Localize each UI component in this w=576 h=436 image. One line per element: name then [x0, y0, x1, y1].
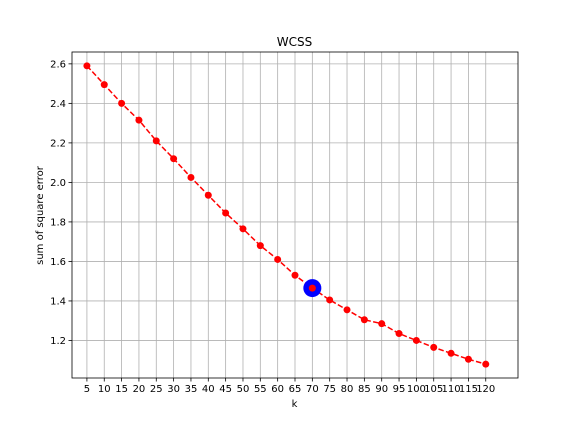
x-tick-label: 110 [442, 384, 461, 395]
x-axis-label: k [292, 399, 298, 410]
x-tick-label: 65 [289, 384, 302, 395]
data-point [170, 155, 178, 163]
x-tick-label: 85 [358, 384, 371, 395]
x-tick-label: 50 [237, 384, 250, 395]
x-tick-label: 40 [202, 384, 215, 395]
data-point [412, 336, 420, 344]
x-tick-label: 15 [115, 384, 128, 395]
data-point [360, 316, 368, 324]
y-tick-label: 2.2 [50, 138, 66, 149]
x-tick-label: 105 [424, 384, 443, 395]
x-tick-label: 25 [150, 384, 163, 395]
x-tick-label: 60 [271, 384, 284, 395]
x-tick-label: 30 [167, 384, 180, 395]
data-point [447, 349, 455, 357]
data-point [430, 343, 438, 351]
data-point [256, 242, 264, 250]
x-tick-label: 20 [133, 384, 146, 395]
data-point [291, 271, 299, 279]
data-point [395, 330, 403, 338]
x-tick-label: 100 [407, 384, 426, 395]
x-tick-label: 120 [476, 384, 495, 395]
data-point [187, 173, 195, 181]
x-tick-label: 55 [254, 384, 267, 395]
data-point [222, 209, 230, 217]
x-tick-label: 80 [341, 384, 354, 395]
data-point [100, 81, 108, 89]
x-tick-label: 95 [393, 384, 406, 395]
y-tick-label: 2.6 [50, 59, 66, 70]
x-tick-label: 5 [84, 384, 90, 395]
data-point [326, 296, 334, 304]
x-tick-label: 115 [459, 384, 478, 395]
data-point [308, 284, 316, 292]
plot-frame [71, 51, 519, 379]
series-layer [83, 62, 490, 368]
y-tick-label: 2.0 [50, 178, 66, 189]
data-point [378, 320, 386, 328]
data-point [464, 355, 472, 363]
data-point [83, 62, 91, 70]
data-point [343, 306, 351, 314]
data-point [204, 191, 212, 199]
x-tick-label: 35 [185, 384, 198, 395]
y-tick-label: 1.4 [50, 296, 66, 307]
data-point [482, 360, 490, 368]
data-point [118, 99, 126, 107]
grid [72, 52, 518, 378]
x-tick-label: 75 [323, 384, 336, 395]
x-tick-label: 45 [219, 384, 232, 395]
series-line [86, 65, 486, 365]
tick-labels: 5 10 15 20 25 30 35 40 45 50 55 60 65 70 75 80 85 90 95 100… [50, 59, 495, 395]
data-point [135, 116, 143, 124]
y-tick-label: 2.4 [50, 99, 66, 110]
y-tick-label: 1.6 [50, 257, 66, 268]
x-tick-label: 70 [306, 384, 319, 395]
chart-title: WCSS [277, 35, 312, 49]
y-axis-label: sum of square error [35, 165, 46, 265]
y-tick-label: 1.2 [50, 336, 66, 347]
y-tick-label: 1.8 [50, 217, 66, 228]
data-point [274, 255, 282, 263]
data-point [152, 137, 160, 145]
x-tick-label: 90 [375, 384, 388, 395]
x-tick-label: 10 [98, 384, 111, 395]
data-point [239, 225, 247, 233]
